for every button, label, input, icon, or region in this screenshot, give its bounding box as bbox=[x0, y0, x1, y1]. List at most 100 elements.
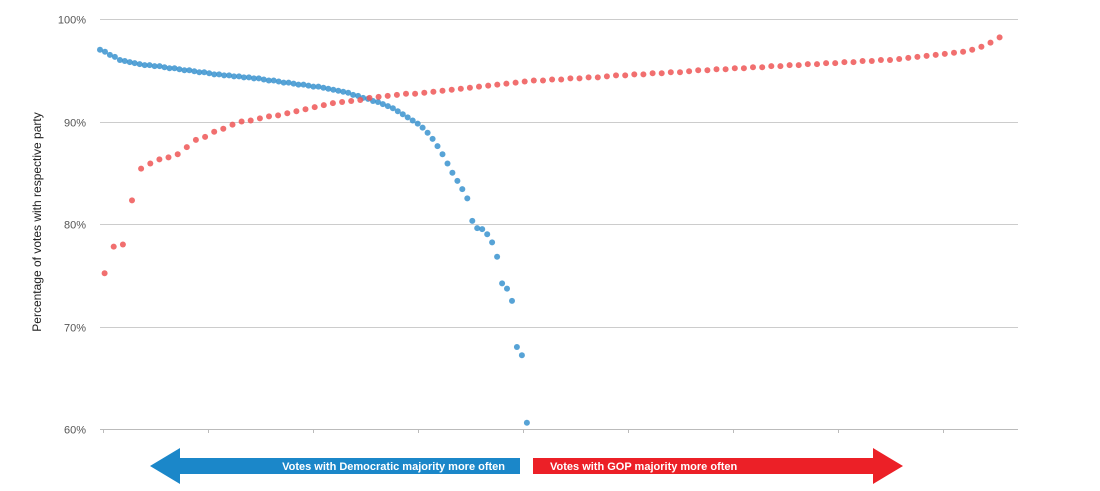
gop-data-point bbox=[750, 64, 756, 71]
dem-data-point bbox=[484, 231, 491, 238]
gop-data-point bbox=[165, 154, 172, 161]
dem-data-point bbox=[255, 75, 262, 82]
gop-data-point bbox=[375, 93, 382, 100]
dem-data-point bbox=[434, 143, 441, 150]
gop-data-point bbox=[238, 118, 245, 125]
gop-data-point bbox=[101, 270, 108, 277]
gop-data-point bbox=[914, 53, 921, 60]
gop-data-point bbox=[421, 89, 428, 96]
dem-data-point bbox=[489, 239, 496, 246]
gop-data-point bbox=[832, 60, 839, 67]
gop-data-point bbox=[841, 59, 848, 66]
dem-data-point bbox=[320, 84, 327, 91]
dem-data-point bbox=[389, 105, 396, 112]
dem-data-point bbox=[509, 297, 515, 304]
gop-data-point bbox=[266, 113, 272, 120]
gop-data-point bbox=[366, 94, 373, 101]
dem-data-point bbox=[166, 65, 173, 72]
dem-data-point bbox=[345, 89, 352, 96]
gop-data-point bbox=[183, 144, 190, 151]
dem-data-point bbox=[494, 253, 501, 260]
gop-data-point bbox=[530, 77, 537, 84]
gop-data-point bbox=[887, 57, 893, 63]
dem-data-point bbox=[504, 285, 510, 292]
gop-data-point bbox=[932, 51, 939, 58]
dem-data-point bbox=[226, 72, 233, 79]
dem-data-point bbox=[275, 78, 282, 85]
gop-data-point bbox=[658, 70, 665, 77]
dem-data-point bbox=[191, 68, 198, 75]
dem-data-point bbox=[305, 82, 312, 89]
dem-data-point bbox=[429, 135, 436, 142]
gop-data-point bbox=[859, 58, 866, 64]
left-arrow-label: Votes with Democratic majority more ofte… bbox=[282, 461, 505, 473]
gop-data-point bbox=[311, 104, 318, 111]
y-tick-label: 80% bbox=[64, 220, 86, 232]
gop-data-point bbox=[403, 90, 409, 97]
gop-data-point bbox=[439, 87, 446, 94]
dem-data-point bbox=[310, 83, 317, 90]
dem-data-point bbox=[394, 108, 401, 115]
gop-data-point bbox=[220, 125, 227, 132]
gop-arrow: Votes with GOP majority more often bbox=[533, 448, 903, 484]
gop-data-point bbox=[576, 75, 583, 82]
dem-data-point bbox=[196, 69, 203, 76]
dem-data-point bbox=[439, 151, 446, 158]
dem-data-point bbox=[221, 72, 228, 79]
dem-data-point bbox=[513, 344, 520, 350]
dem-data-point bbox=[270, 77, 277, 84]
gop-data-point bbox=[804, 61, 811, 68]
dem-data-point bbox=[265, 77, 272, 84]
dem-data-point bbox=[97, 46, 103, 53]
dem-data-point bbox=[211, 71, 218, 78]
dem-data-point bbox=[186, 67, 193, 74]
gop-data-point bbox=[877, 57, 884, 63]
gop-data-point bbox=[174, 151, 181, 158]
gop-data-point bbox=[941, 50, 948, 57]
gop-data-point bbox=[494, 81, 501, 88]
dem-data-point bbox=[126, 59, 133, 66]
dem-data-point bbox=[156, 63, 163, 70]
gop-data-point bbox=[969, 46, 976, 53]
gop-data-point bbox=[156, 156, 163, 163]
series-democrats bbox=[97, 46, 530, 426]
y-tick-label: 90% bbox=[64, 118, 86, 130]
dem-data-point bbox=[146, 62, 153, 69]
gop-data-point bbox=[823, 60, 830, 67]
gop-data-point bbox=[622, 72, 629, 79]
y-tick-label: 100% bbox=[58, 15, 86, 27]
dem-data-point bbox=[106, 51, 113, 58]
dem-data-point bbox=[325, 85, 332, 92]
gop-data-point bbox=[923, 52, 930, 59]
dem-data-point bbox=[340, 88, 347, 95]
gop-data-point bbox=[640, 71, 647, 78]
gop-data-point bbox=[348, 98, 355, 104]
dem-data-point bbox=[181, 67, 188, 74]
gop-data-point bbox=[339, 99, 346, 105]
dem-data-point bbox=[444, 160, 451, 167]
dem-data-point bbox=[379, 101, 386, 108]
x-axis-ticks bbox=[103, 429, 944, 433]
dem-data-point bbox=[206, 70, 213, 77]
gop-data-point bbox=[247, 117, 254, 124]
dem-data-point bbox=[260, 76, 267, 83]
gop-data-point bbox=[740, 65, 747, 72]
dem-data-point bbox=[474, 225, 481, 232]
gop-data-point bbox=[713, 66, 720, 73]
gop-data-point bbox=[540, 77, 546, 84]
gop-data-point bbox=[603, 73, 610, 80]
y-axis-tick-labels: 60% 70% 80% 90% 100% bbox=[58, 15, 86, 437]
dem-data-point bbox=[479, 226, 486, 233]
gop-data-point bbox=[430, 88, 437, 95]
dem-data-point bbox=[518, 352, 525, 359]
gop-data-point bbox=[384, 92, 391, 99]
dem-data-point bbox=[216, 71, 223, 78]
gop-data-point bbox=[202, 133, 209, 140]
y-tick-label: 70% bbox=[64, 323, 86, 335]
gop-data-point bbox=[896, 56, 903, 62]
gop-data-point bbox=[631, 71, 638, 78]
gop-data-point bbox=[868, 58, 875, 64]
gop-data-point bbox=[905, 54, 912, 61]
gop-data-point bbox=[786, 62, 793, 69]
